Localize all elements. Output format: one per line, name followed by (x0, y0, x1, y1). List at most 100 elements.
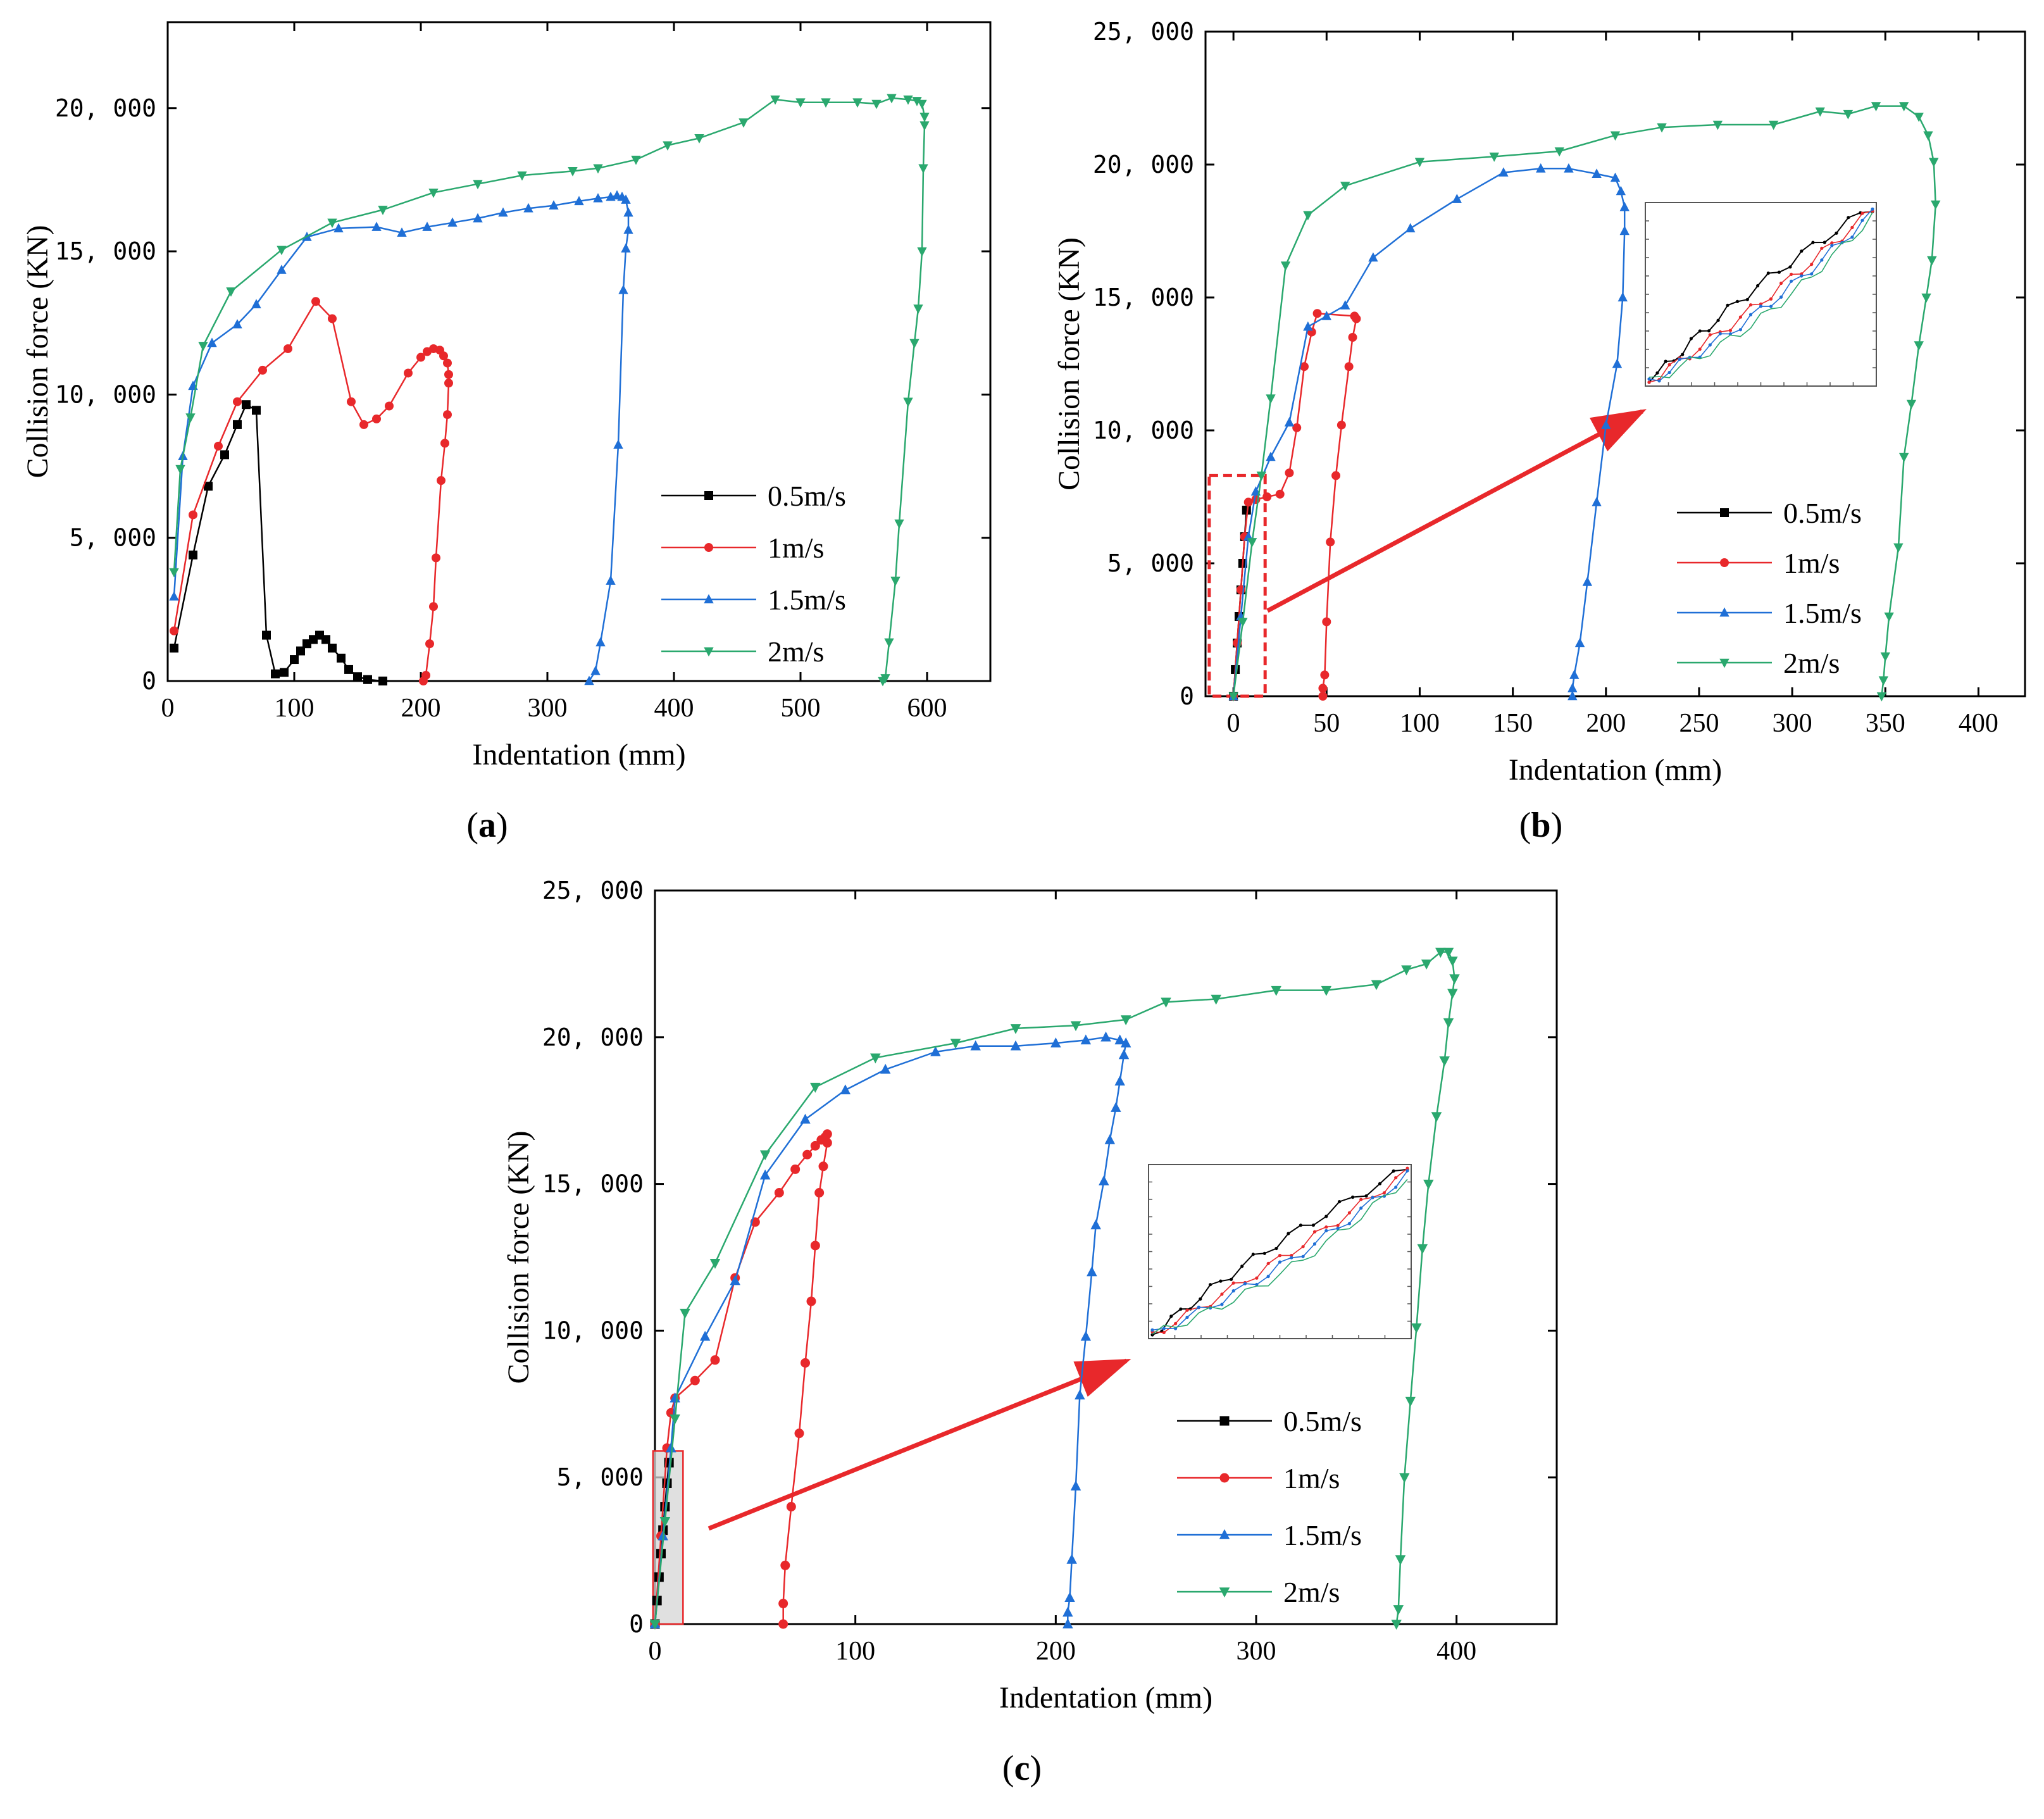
inset-point (1779, 295, 1783, 299)
x-tick-label: 400 (1959, 709, 1998, 738)
point-2ms (175, 465, 185, 475)
point-0-5ms (170, 643, 178, 653)
point-2ms (1929, 158, 1939, 168)
x-axis-title: Indentation (mm) (1509, 753, 1722, 787)
inset-point (1231, 1281, 1235, 1285)
point-1ms (810, 1241, 820, 1251)
point-2ms (917, 99, 927, 109)
point-1ms (710, 1355, 720, 1365)
point-1ms (419, 677, 428, 685)
point-2ms (1247, 538, 1257, 547)
y-tick-label: 10, 000 (55, 380, 156, 408)
point-2ms (1876, 692, 1887, 702)
point-1ms (801, 1358, 810, 1368)
inset-point (1766, 272, 1770, 275)
y-tick-label: 25, 000 (542, 877, 644, 904)
point-1ms (1292, 423, 1302, 432)
point-1ms (810, 1141, 820, 1151)
point-1ms (284, 344, 292, 353)
legend-label: 1m/s (768, 532, 824, 564)
point-2ms (694, 134, 704, 144)
point-1ms (385, 401, 394, 411)
point-2ms (890, 577, 900, 586)
inset-point (1664, 359, 1667, 363)
inset-point (1185, 1315, 1189, 1319)
point-2ms (659, 1516, 671, 1527)
inset-point (1748, 313, 1753, 316)
point-2ms (950, 1039, 961, 1049)
inset-point (1811, 241, 1815, 244)
legend-marker (704, 543, 713, 552)
point-2ms (1391, 1620, 1402, 1630)
inset-point (1769, 304, 1773, 308)
point-1-5ms (523, 203, 533, 213)
point-1-5ms (606, 575, 616, 585)
inset-point (1312, 1230, 1317, 1234)
inset-point (1251, 1253, 1255, 1256)
point-1-5ms (621, 194, 631, 204)
inset-point (1290, 1256, 1293, 1260)
panel-b-chart: 0 50 100 150 200 250 300 350 400 0 5, 000 10, 000 15… (1052, 18, 2026, 845)
point-1-5ms (1592, 168, 1602, 178)
x-axis-title: Indentation (mm) (472, 738, 685, 772)
point-1-5ms (207, 337, 217, 347)
point-1-5ms (1090, 1219, 1101, 1230)
inset-point (1681, 353, 1685, 356)
inset-point (1347, 1222, 1351, 1225)
point-1-5ms (1499, 167, 1509, 177)
point-0-5ms (353, 672, 362, 682)
point-1-5ms (590, 665, 601, 675)
point-1-5ms (498, 207, 508, 217)
point-2ms (870, 1053, 881, 1064)
legend-label: 1.5m/s (768, 584, 846, 616)
inset-point (1219, 1279, 1223, 1283)
point-2ms (378, 206, 388, 215)
point-1-5ms (1050, 1037, 1061, 1047)
line-2ms (173, 97, 926, 682)
inset-point (1698, 329, 1702, 333)
point-1ms (439, 351, 448, 361)
point-1-5ms (1063, 1606, 1073, 1617)
inset-point (1364, 1194, 1368, 1198)
inset-point (1243, 1282, 1247, 1285)
point-2ms (1931, 200, 1941, 210)
y-tick-label: 5, 000 (1107, 549, 1194, 577)
inset-point (1240, 1265, 1244, 1268)
point-1-5ms (232, 319, 242, 328)
point-2ms (1238, 618, 1248, 627)
inset-point (1255, 1276, 1259, 1280)
x-tick-label: 300 (1237, 1637, 1276, 1666)
point-2ms (1411, 1323, 1422, 1334)
inset-point (1255, 1282, 1259, 1287)
point-1-5ms (595, 637, 606, 647)
inset-point (1759, 304, 1763, 308)
inset-point (1266, 1261, 1270, 1265)
inset-point (1647, 377, 1651, 381)
point-2ms (663, 141, 673, 151)
point-0-5ms (242, 400, 251, 409)
inset-point (1371, 1196, 1374, 1199)
x-tick-label: 300 (528, 694, 568, 723)
point-2ms (1768, 120, 1779, 130)
inset-point (1820, 258, 1824, 262)
point-1ms (1243, 497, 1253, 507)
x-tick-label: 500 (781, 694, 821, 723)
inset-point (1185, 1308, 1189, 1312)
point-1-5ms (1070, 1480, 1081, 1491)
point-1-5ms (1010, 1040, 1021, 1051)
point-1ms (786, 1502, 796, 1512)
point-2ms (1010, 1024, 1021, 1034)
point-1-5ms (473, 213, 483, 223)
inset-point (1756, 284, 1760, 288)
inset-point (1850, 225, 1854, 229)
point-2ms (1921, 293, 1931, 303)
inset-point (1860, 218, 1864, 222)
point-2ms (887, 94, 897, 104)
point-2ms (770, 95, 780, 105)
zoom-highlight-box (1207, 473, 1267, 698)
point-2ms (1405, 1396, 1416, 1407)
inset-point (1169, 1315, 1173, 1318)
x-tick-label: 200 (401, 694, 441, 723)
y-tick-label: 20, 000 (55, 94, 156, 122)
